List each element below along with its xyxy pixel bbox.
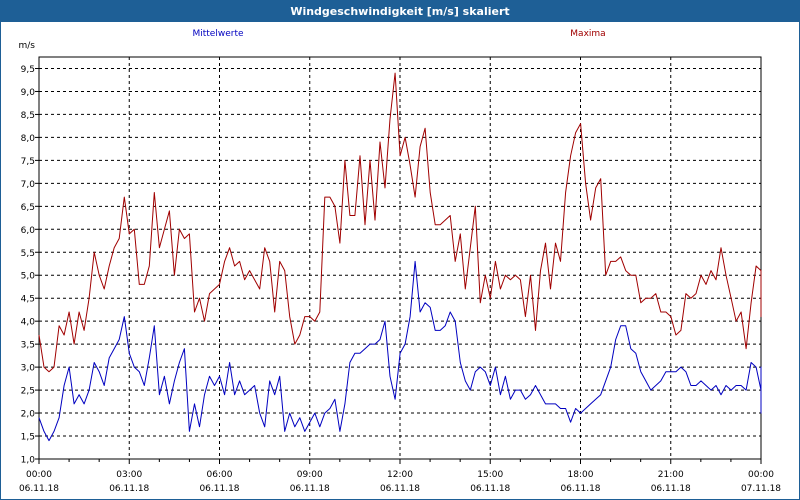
y-tick-label: 2,5 <box>21 387 35 397</box>
x-tick-label-time: 00:00 <box>748 470 774 480</box>
y-tick-label: 6,0 <box>21 226 36 236</box>
x-tick-label-date: 06.11.18 <box>109 484 149 494</box>
y-tick-label: 4,0 <box>21 318 36 328</box>
window-title: Windgeschwindigkeit [m/s] skaliert <box>1 1 799 22</box>
x-tick-label-date: 06.11.18 <box>470 484 510 494</box>
series-line-mittelwerte <box>38 260 762 442</box>
x-tick-label-date: 06.11.18 <box>380 484 420 494</box>
series <box>38 72 762 442</box>
series-line-maxima <box>38 72 762 373</box>
x-tick-label-date: 06.11.18 <box>560 484 600 494</box>
x-tick-label-time: 03:00 <box>116 470 142 480</box>
x-tick-label-time: 21:00 <box>658 470 684 480</box>
y-tick-label: 5,0 <box>21 272 36 282</box>
x-tick-label-time: 18:00 <box>568 470 594 480</box>
x-tick-label-date: 06.11.18 <box>19 484 59 494</box>
y-tick-label: 7,5 <box>21 157 35 167</box>
x-axis: 00:00 06.11.18 03:00 06.11.18 06:00 06.11.18 0… <box>19 459 781 494</box>
y-tick-label: 8,5 <box>21 111 35 121</box>
chart-canvas: 1,0 1,5 2,0 2,5 3,0 3,5 4,0 4,5 5,0 5,5 6,0 6,5 7,0 7… <box>19 29 782 494</box>
y-tick-label: 5,5 <box>21 249 35 259</box>
y-tick-label: 3,5 <box>21 341 35 351</box>
y-tick-label: 1,0 <box>21 456 36 466</box>
y-tick-label: 2,0 <box>21 410 36 420</box>
legend-mittelwerte: Mittelwerte <box>192 29 243 39</box>
x-tick-label-date: 06.11.18 <box>199 484 239 494</box>
y-tick-label: 1,5 <box>21 433 35 443</box>
legend: Mittelwerte Maxima <box>192 29 605 39</box>
y-tick-label: 8,0 <box>21 134 36 144</box>
grid <box>39 57 761 459</box>
x-tick-label-time: 09:00 <box>297 470 323 480</box>
y-tick-label: 4,5 <box>21 295 35 305</box>
y-axis-label: m/s <box>19 41 36 51</box>
x-tick-label-date: 07.11.18 <box>741 484 781 494</box>
y-tick-label: 9,0 <box>21 88 36 98</box>
x-tick-label-time: 00:00 <box>26 470 52 480</box>
x-tick-label-date: 06.11.18 <box>651 484 691 494</box>
x-tick-label-date: 06.11.18 <box>290 484 330 494</box>
x-tick-label-time: 12:00 <box>387 470 413 480</box>
y-tick-label: 7,0 <box>21 180 36 190</box>
y-axis: 1,0 1,5 2,0 2,5 3,0 3,5 4,0 4,5 5,0 5,5 6,0 6,5 7,0 7… <box>19 41 39 466</box>
legend-maxima: Maxima <box>570 29 605 39</box>
y-tick-label: 9,5 <box>21 65 35 75</box>
y-tick-label: 6,5 <box>21 203 35 213</box>
y-tick-label: 3,0 <box>21 364 36 374</box>
x-tick-label-time: 06:00 <box>207 470 233 480</box>
x-tick-label-time: 15:00 <box>477 470 503 480</box>
